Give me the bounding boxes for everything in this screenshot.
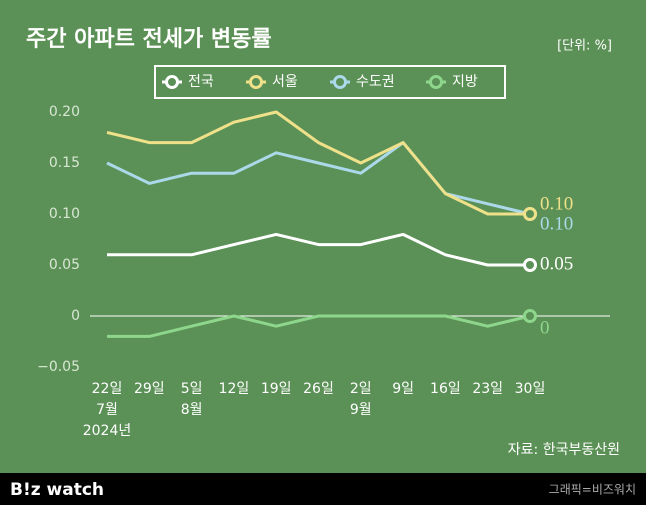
end-label: 0 bbox=[540, 317, 550, 338]
x-tick-label: 7월 bbox=[96, 402, 118, 418]
logo: B!z watch bbox=[10, 480, 104, 500]
x-tick-label: 12일 bbox=[219, 381, 250, 397]
legend-label: 서울 bbox=[272, 74, 298, 90]
series-line bbox=[106, 110, 530, 216]
series-line bbox=[106, 141, 531, 216]
end-marker bbox=[523, 309, 537, 323]
source: 자료: 한국부동산원 bbox=[508, 442, 620, 458]
y-tick-label: 0.15 bbox=[49, 155, 80, 171]
x-tick-label: 23일 bbox=[472, 381, 503, 397]
x-tick-label: 5일 bbox=[181, 381, 203, 397]
y-tick-label: 0 bbox=[71, 308, 80, 324]
credit: 그래픽=비즈워치 bbox=[549, 483, 636, 497]
legend-swatch bbox=[165, 75, 179, 89]
legend-box bbox=[154, 65, 506, 99]
legend-swatch bbox=[333, 75, 347, 89]
x-tick-label: 2일 bbox=[350, 381, 372, 397]
end-marker bbox=[523, 258, 537, 272]
footer-bar bbox=[0, 473, 646, 505]
end-marker bbox=[523, 207, 537, 221]
legend-label: 지방 bbox=[452, 74, 478, 90]
x-tick-label: 16일 bbox=[430, 381, 461, 397]
background bbox=[0, 0, 646, 473]
series-line bbox=[107, 314, 531, 338]
end-label: 0.05 bbox=[540, 253, 573, 274]
x-tick-label: 22일 bbox=[92, 381, 123, 397]
series-line bbox=[107, 232, 530, 267]
y-tick-label: 0.05 bbox=[49, 257, 80, 273]
x-tick-label: 29일 bbox=[134, 381, 165, 397]
end-label: 0.10 bbox=[540, 213, 573, 234]
end-label: 0.10 bbox=[540, 193, 573, 214]
x-tick-label: 30일 bbox=[515, 381, 546, 397]
y-tick-label: −0.05 bbox=[37, 359, 80, 375]
x-tick-label: 9일 bbox=[392, 381, 414, 397]
chart-title: 주간 아파트 전세가 변동률 bbox=[26, 27, 272, 52]
x-tick-label: 8월 bbox=[181, 402, 203, 418]
x-tick-label: 19일 bbox=[261, 381, 292, 397]
legend-swatch bbox=[249, 75, 263, 89]
legend-label: 전국 bbox=[188, 74, 214, 90]
unit-note: [단위: %] bbox=[557, 39, 612, 54]
legend-label: 수도권 bbox=[356, 74, 395, 90]
y-tick-label: 0.20 bbox=[49, 104, 80, 120]
legend-swatch bbox=[429, 75, 443, 89]
x-tick-label: 9월 bbox=[350, 402, 372, 418]
x-tick-label: 26일 bbox=[303, 381, 334, 397]
y-tick-label: 0.10 bbox=[49, 206, 80, 222]
x-tick-label: 2024년 bbox=[83, 423, 132, 439]
